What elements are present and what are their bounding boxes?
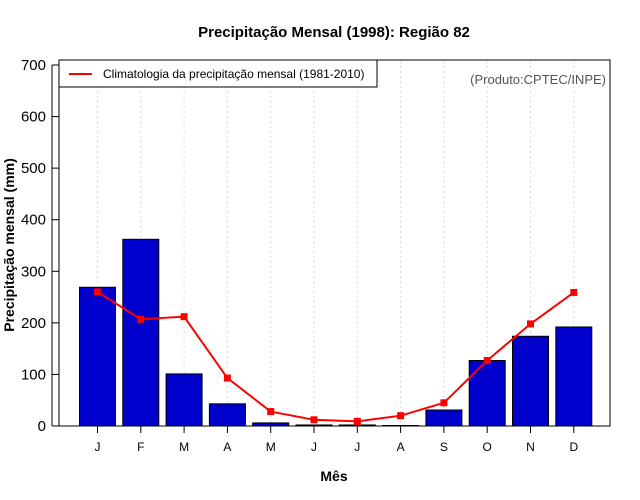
bar-3 xyxy=(208,403,246,427)
y-axis-label: Precipitação mensal (mm) xyxy=(1,158,17,332)
y-tick-label: 0 xyxy=(38,418,46,435)
bar-2 xyxy=(165,373,203,427)
x-tick-label: S xyxy=(440,440,448,454)
x-tick-label: F xyxy=(137,440,144,454)
climatology-point-6 xyxy=(353,417,361,425)
legend-entry: Climatologia da precipitação mensal (198… xyxy=(103,67,364,81)
y-tick-label: 400 xyxy=(21,212,46,229)
y-tick-label: 200 xyxy=(21,315,46,332)
climatology-point-8 xyxy=(440,399,448,407)
bar-0 xyxy=(79,286,116,427)
x-tick-label: A xyxy=(223,440,231,454)
bar-9 xyxy=(468,360,506,427)
x-tick-label: A xyxy=(397,440,405,454)
climatology-point-0 xyxy=(94,288,101,296)
climatology-point-11 xyxy=(570,288,578,296)
x-tick-label: M xyxy=(179,440,189,454)
y-axis: 0 100 200 300 400 500 600 700 xyxy=(21,57,59,435)
bars xyxy=(79,238,593,427)
chart-title: Precipitação Mensal (1998): Região 82 xyxy=(198,24,470,41)
x-tick-label: N xyxy=(526,440,535,454)
x-tick-label: J xyxy=(95,440,101,454)
climatology-point-9 xyxy=(483,357,491,365)
climatology-point-10 xyxy=(527,320,534,328)
x-tick-label: D xyxy=(569,440,578,454)
bar-10 xyxy=(512,335,549,427)
climatology-point-4 xyxy=(267,408,275,416)
climatology-point-7 xyxy=(397,412,405,420)
y-tick-label: 300 xyxy=(21,263,46,280)
y-tick-label: 100 xyxy=(21,366,46,383)
climatology-line xyxy=(94,288,578,425)
x-tick-label: M xyxy=(266,440,276,454)
x-tick-label: J xyxy=(311,440,317,454)
x-axis-label: Mês xyxy=(320,468,347,484)
y-tick-label: 500 xyxy=(21,160,46,177)
climatology-point-3 xyxy=(223,374,231,382)
grid xyxy=(97,61,575,426)
legend-box xyxy=(58,59,378,88)
climatology-point-5 xyxy=(310,416,318,424)
y-tick-label: 600 xyxy=(21,109,46,126)
climatology-point-1 xyxy=(137,315,145,323)
bar-11 xyxy=(555,326,593,427)
legend: Climatologia da precipitação mensal (198… xyxy=(58,59,378,88)
bar-1 xyxy=(122,238,160,427)
y-tick-label: 700 xyxy=(21,57,46,74)
credit-annotation: (Produto:CPTEC/INPE) xyxy=(470,72,606,87)
x-tick-label: O xyxy=(483,440,492,454)
x-tick-label: J xyxy=(354,440,360,454)
climatology-polyline xyxy=(96,291,575,423)
bar-8 xyxy=(425,409,463,427)
climatology-point-2 xyxy=(180,313,188,321)
